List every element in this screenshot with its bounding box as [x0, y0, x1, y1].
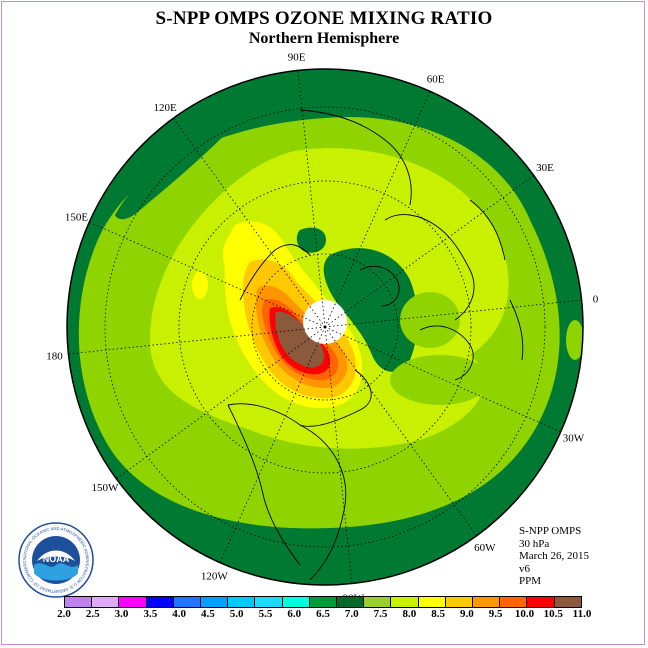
colorbar-label: 9.0	[460, 608, 474, 620]
colorbar-label: 8.5	[431, 608, 445, 620]
meridian-lines	[68, 70, 582, 584]
colorbar-swatch	[391, 597, 419, 607]
meridian-line	[89, 221, 326, 328]
colorbar-label: 8.0	[402, 608, 417, 620]
meridian-line	[116, 326, 326, 479]
colorbar-swatch	[309, 597, 338, 607]
colorbar-label: 2.5	[85, 608, 100, 620]
meridian-line	[219, 326, 326, 563]
map-subtitle: Northern Hemisphere	[248, 30, 400, 47]
colorbar-swatch	[173, 597, 202, 607]
colorbar-swatch	[255, 597, 283, 607]
colorbar-swatch	[500, 597, 528, 607]
info-version: v6	[519, 562, 530, 575]
colorbar-label: 4.0	[172, 608, 186, 620]
colorbar-swatch	[201, 597, 229, 607]
colorbar-label: 3.0	[114, 608, 129, 620]
colorbar-label: 11.0	[572, 608, 592, 620]
colorbar-swatch	[554, 597, 581, 607]
meridian-line	[324, 91, 431, 328]
meridian-line	[324, 299, 582, 328]
coastlines	[227, 109, 524, 581]
colorbar-swatch	[65, 597, 93, 607]
colorbar-swatch	[119, 597, 147, 607]
colorbar-label: 7.5	[373, 608, 388, 620]
longitude-label: 60E	[427, 74, 445, 86]
longitude-label: 150W	[92, 482, 120, 494]
noaa-logo: NOAA NATIONAL OCEANIC AND ATMOSPHERIC AD…	[17, 521, 94, 598]
ozone-band-6-5	[323, 248, 418, 372]
colorbar-label: 10.5	[543, 608, 563, 620]
colorbar-swatch	[445, 597, 474, 607]
colorbar-label: 9.5	[488, 608, 503, 620]
colorbar-label: 2.0	[57, 608, 71, 620]
longitude-label: 120W	[201, 570, 229, 582]
colorbar-swatch	[282, 597, 310, 607]
longitude-label: 30E	[536, 162, 554, 174]
colorbar-label: 6.5	[316, 608, 330, 620]
longitude-label: 60W	[474, 542, 496, 554]
colorbar-swatch	[527, 597, 555, 607]
longitude-labels: 90E60E30E030W60W90W120W150W180150E120E	[46, 51, 599, 604]
noaa-logo-text: NOAA	[43, 554, 70, 564]
info-level: 30 hPa	[519, 537, 550, 550]
colorbar-swatch	[418, 597, 446, 607]
meridian-line	[324, 175, 534, 328]
longitude-label: 150E	[65, 211, 89, 223]
map-boundary	[66, 68, 584, 586]
colorbar-label: 5.0	[229, 608, 244, 620]
longitude-label: 180	[46, 350, 63, 362]
longitude-label: 0	[593, 294, 599, 306]
colorbar-swatch	[228, 597, 256, 607]
meridian-line	[324, 326, 561, 433]
polar-data-gap	[303, 300, 347, 344]
ozone-band-7-0-blob	[115, 120, 240, 220]
meridian-line	[297, 70, 326, 328]
colorbar-swatch	[473, 597, 501, 607]
map-title: S-NPP OMPS OZONE MIXING RATIO	[155, 8, 493, 29]
meridian-line	[324, 326, 477, 536]
colorbar-labels: 2.0 2.5 3.0 3.5 4.0 4.5 5.0 5.5 6.0 6.5 7.0 7.5 8.0 8…	[57, 608, 591, 622]
colorbar-label: 3.5	[143, 608, 158, 620]
info-block: S-NPP OMPS 30 hPa March 26, 2015 v6 PPM	[519, 525, 589, 588]
longitude-label: 30W	[563, 433, 585, 445]
info-instrument: S-NPP OMPS	[519, 525, 582, 537]
colorbar-label: 5.5	[258, 608, 273, 620]
longitude-label: 120E	[154, 102, 178, 114]
colorbar-swatch	[92, 597, 120, 607]
ozone-band-11-0	[275, 311, 324, 368]
meridian-line	[324, 326, 353, 584]
meridian-line	[68, 326, 326, 355]
colorbar	[64, 596, 582, 608]
info-date: March 26, 2015	[519, 550, 589, 562]
colorbar-label: 10.0	[514, 608, 535, 620]
colorbar-swatch	[364, 597, 392, 607]
info-units: PPM	[519, 575, 542, 587]
colorbar-label: 4.5	[201, 608, 215, 620]
colorbar-label: 6.0	[287, 608, 302, 620]
colorbar-label: 7.0	[344, 608, 359, 620]
longitude-label: 90E	[288, 51, 306, 63]
latitude-circles	[104, 106, 546, 548]
colorbar-swatch	[146, 597, 174, 607]
colorbar-swatch	[337, 597, 365, 607]
meridian-line	[173, 118, 326, 328]
